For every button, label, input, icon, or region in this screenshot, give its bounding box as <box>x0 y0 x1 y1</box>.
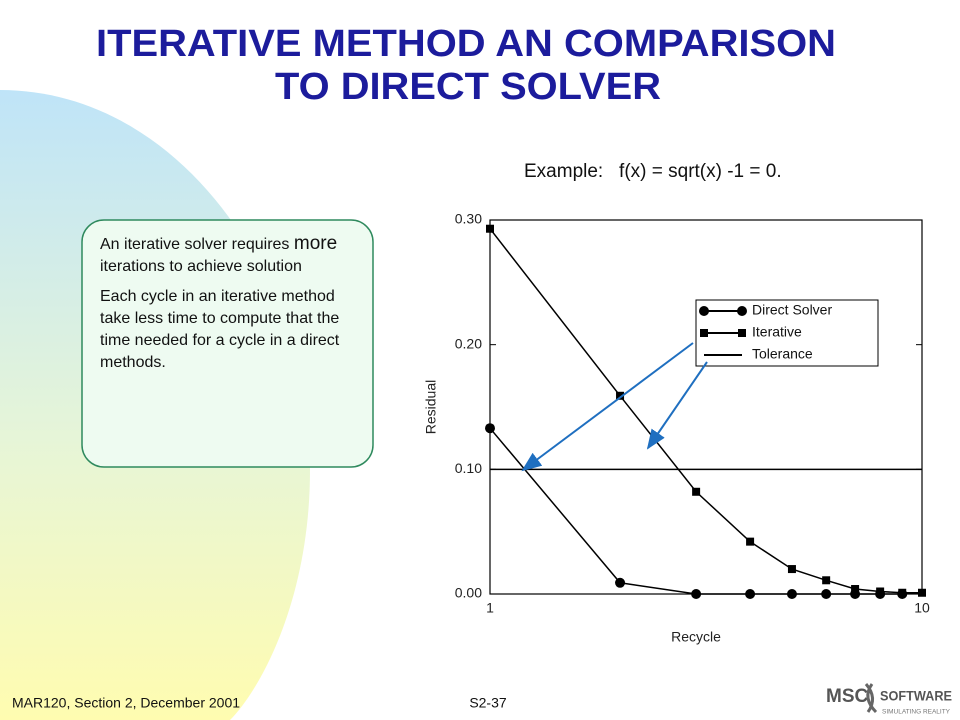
y-axis-label: Residual <box>423 380 439 434</box>
title-line: TO DIRECT SOLVER <box>275 66 661 108</box>
y-tick-label: 0.10 <box>455 460 482 476</box>
point <box>738 329 746 337</box>
series-line <box>489 228 922 594</box>
point <box>615 577 626 588</box>
footer-text: MAR120, Section 2, December 2001 <box>12 695 240 711</box>
point <box>616 391 625 400</box>
point <box>787 565 796 574</box>
point <box>898 588 907 597</box>
text-box-content: An iterative solver requires more iterat… <box>100 233 365 374</box>
text: iterations to achieve solution <box>100 258 302 275</box>
point <box>851 585 860 594</box>
point <box>737 306 747 316</box>
title-line: ITERATIVE METHOD AN COMPARISON <box>96 23 836 65</box>
logo: MSC SOFTWARE SIMULATING REALITY <box>826 683 952 716</box>
text: An iterative solver requires <box>100 236 290 253</box>
x-tick-label: 10 <box>914 600 930 616</box>
paragraph: Each cycle in an iterative method take l… <box>100 288 340 371</box>
example-text: Example: f(x) = sqrt(x) -1 = 0. <box>524 161 782 182</box>
logo-tagline: SIMULATING REALITY <box>882 710 950 716</box>
logo-mark <box>864 683 878 714</box>
point <box>822 576 831 585</box>
x-axis-label: Recycle <box>671 629 721 645</box>
point <box>745 589 756 599</box>
point <box>699 306 709 316</box>
paragraph: An iterative solver requires more iterat… <box>100 233 365 278</box>
point <box>700 329 708 337</box>
point <box>876 587 885 596</box>
y-tick-label: 0.20 <box>455 335 482 351</box>
x-tick-label: 1 <box>486 600 494 616</box>
chart: 0.00 0.10 0.20 0.30 1 10 Recycle Residual Direct… <box>423 211 930 645</box>
arrow <box>646 361 708 450</box>
legend-label: Tolerance <box>752 346 813 362</box>
page-number: S2-37 <box>469 695 507 711</box>
logo-text: MSC <box>826 686 869 707</box>
point <box>821 589 832 599</box>
point <box>692 487 701 496</box>
y-tick-label: 0.30 <box>455 211 482 227</box>
point <box>486 224 494 233</box>
plot-frame <box>489 219 923 595</box>
point <box>918 588 926 597</box>
text-box <box>81 219 374 468</box>
point <box>786 589 797 599</box>
legend-label: Direct Solver <box>752 302 832 318</box>
legend-label: Iterative <box>752 324 802 340</box>
arrow <box>521 342 694 472</box>
y-tick-label: 0.00 <box>455 585 482 601</box>
series-line <box>489 427 903 595</box>
point <box>746 537 755 546</box>
point <box>485 423 495 434</box>
text-box-body: An iterative solver requires more iterat… <box>100 233 365 374</box>
emphasis: more <box>293 233 338 254</box>
logo-text: SOFTWARE <box>880 688 952 704</box>
point <box>691 589 702 599</box>
